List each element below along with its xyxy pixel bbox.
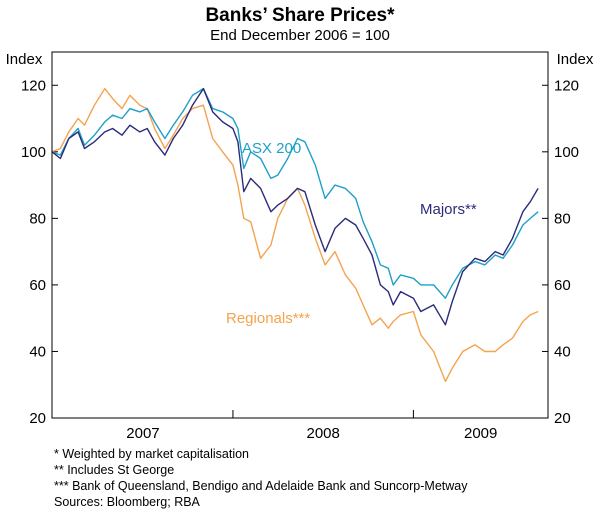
series-line-asx200: [51, 87, 539, 299]
footnotes: * Weighted by market capitalisation ** I…: [54, 446, 467, 510]
footnote-regionals: *** Bank of Queensland, Bendigo and Adel…: [54, 479, 468, 493]
series-line-majors: [51, 87, 539, 326]
x-tick-label: 2009: [464, 425, 497, 442]
y-ticks-left: 20 40 60 80 100 120: [21, 77, 58, 427]
footnote-st-george: ** Includes St George: [54, 463, 175, 477]
y-tick-label-left: 40: [29, 343, 46, 360]
footnote-weighted: * Weighted by market capitalisation: [54, 447, 250, 461]
plot-frame: [51, 51, 549, 419]
sources: Sources: Bloomberg; RBA: [54, 495, 200, 509]
y-ticks-right: 20 40 60 80 100 120: [542, 77, 579, 427]
y-axis-label-right: Index: [557, 51, 594, 68]
y-tick-label-left: 80: [29, 210, 46, 227]
x-tick-label: 2008: [306, 425, 339, 442]
y-tick-label-right: 120: [554, 77, 579, 94]
y-tick-label-right: 100: [554, 144, 579, 161]
y-tick-label-left: 20: [29, 410, 46, 427]
chart: Banks’ Share Prices* End December 2006 =…: [6, 5, 594, 442]
label-asx200: ASX 200: [242, 140, 301, 157]
label-majors: Majors**: [420, 201, 477, 218]
y-tick-label-left: 60: [29, 277, 46, 294]
y-tick-label-right: 60: [554, 277, 571, 294]
y-tick-label-right: 20: [554, 410, 571, 427]
y-tick-label-right: 80: [554, 210, 571, 227]
label-regionals: Regionals***: [226, 310, 310, 327]
y-tick-label-right: 40: [554, 343, 571, 360]
x-tick-label: 2007: [126, 425, 159, 442]
y-tick-label-left: 120: [21, 77, 46, 94]
y-tick-label-left: 100: [21, 144, 46, 161]
series-layer: [51, 87, 539, 383]
chart-title: Banks’ Share Prices*: [205, 5, 395, 26]
chart-subtitle: End December 2006 = 100: [210, 27, 390, 44]
x-axis: 2007 2008 2009: [126, 410, 497, 442]
y-axis-label-left: Index: [6, 51, 43, 68]
